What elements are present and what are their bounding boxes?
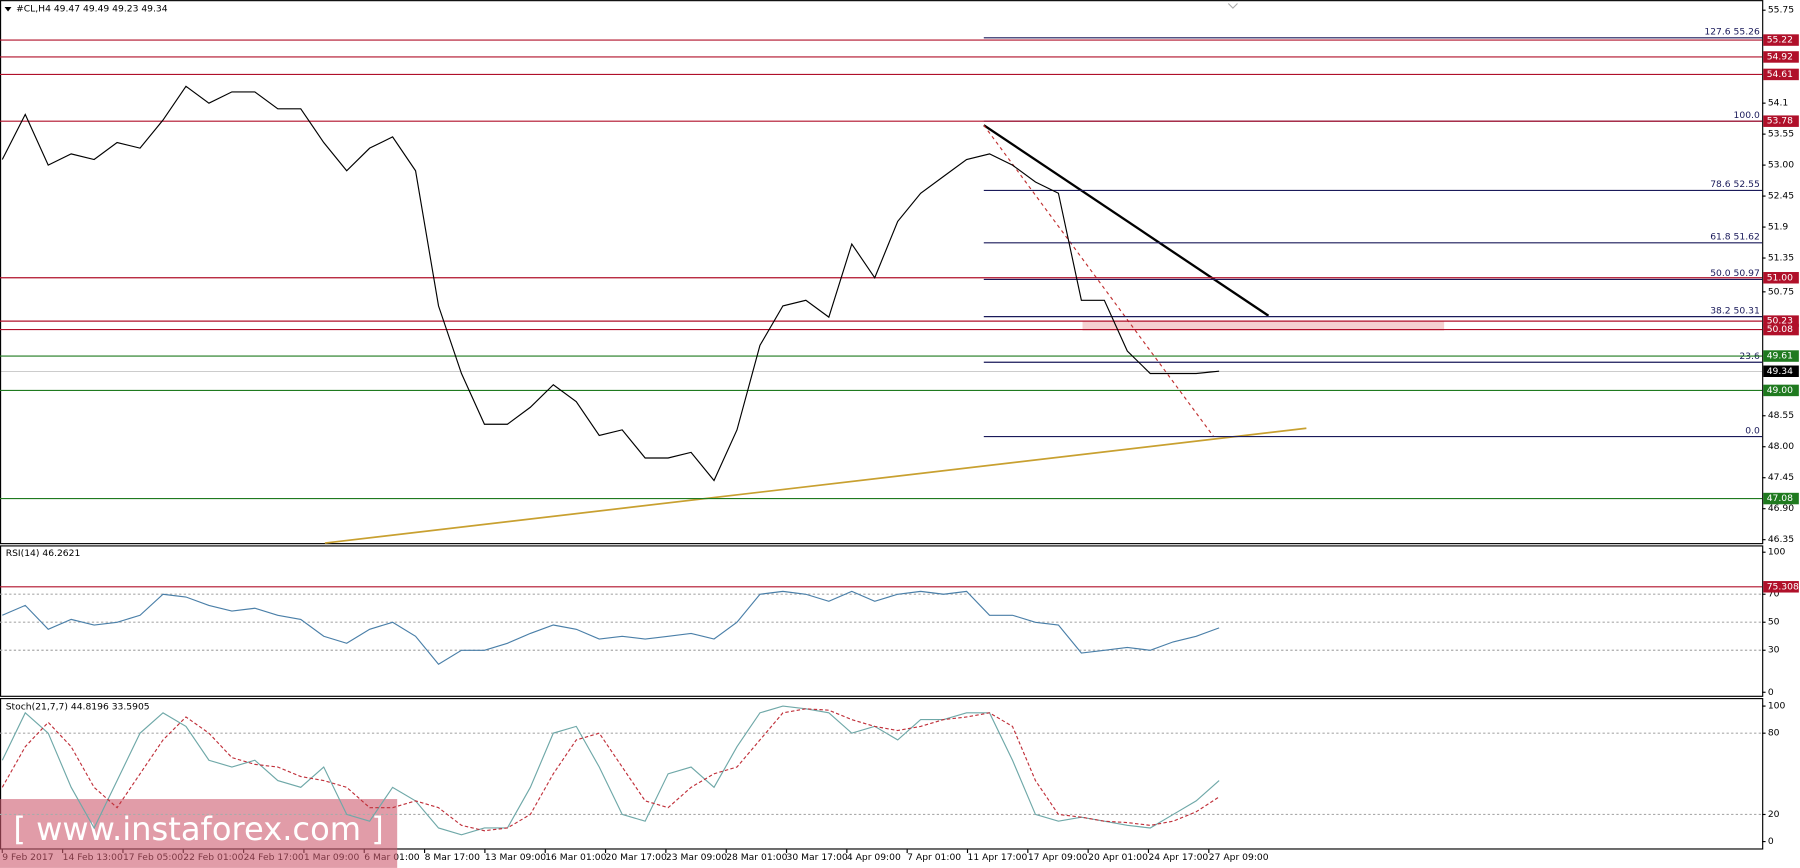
level-label: 47.08 — [1767, 493, 1793, 504]
support-trendline — [324, 427, 1307, 544]
level-label-bg — [1763, 365, 1799, 378]
level-label-bg — [1763, 68, 1799, 81]
y-tick-label: 54.1 — [1768, 98, 1788, 109]
watermark: [ www.instaforex.com ] — [13, 810, 383, 848]
level-label: 55.22 — [1767, 35, 1793, 46]
x-tick-label: 30 Mar 17:00 — [787, 852, 848, 863]
x-tick-label: 28 Mar 01:00 — [726, 852, 787, 863]
level-label-bg — [1763, 315, 1799, 327]
level-label-bg — [1763, 384, 1799, 397]
y-tick-label: 55.75 — [1768, 5, 1794, 16]
stoch-line — [1, 708, 1220, 832]
level-label-bg — [1763, 115, 1799, 127]
fib-label: 78.6 52.55 — [1710, 179, 1760, 190]
x-tick-label: 4 Apr 09:00 — [847, 852, 901, 863]
price-line — [2, 590, 1220, 666]
level-label: 51.00 — [1767, 272, 1793, 283]
stoch-line — [1, 705, 1220, 836]
x-tick-label: 20 Apr 01:00 — [1088, 852, 1148, 863]
y-tick-label: 100 — [1768, 701, 1786, 712]
fib-label: 61.8 51.62 — [1710, 232, 1760, 243]
level-label-bg — [1763, 323, 1799, 336]
y-tick-label: 20 — [1768, 809, 1780, 820]
rsi-panel — [0, 545, 1764, 697]
fib-label: 50.0 50.97 — [1710, 268, 1760, 279]
level-label: 54.92 — [1767, 51, 1793, 62]
stoch-panel — [0, 698, 1764, 850]
scroll-marker — [1227, 3, 1238, 9]
x-tick-label: 11 Apr 17:00 — [968, 852, 1028, 863]
y-tick-label: 51.9 — [1768, 222, 1789, 233]
level-label-bg — [1763, 350, 1799, 362]
level-label: 49.34 — [1767, 366, 1793, 377]
x-tick-label: 27 Apr 09:00 — [1209, 852, 1269, 863]
level-label: 54.61 — [1767, 69, 1793, 80]
level-label: 50.08 — [1767, 324, 1793, 335]
rsi-title: RSI(14) 46.2621 — [6, 548, 81, 559]
trendline — [983, 124, 1270, 317]
layer: 55.75 54.1 53.55 53.00 52.45 51.9 51.35 50.75 48… — [0, 5, 1800, 868]
y-tick-label: 100 — [1768, 547, 1786, 558]
y-tick-label: 51.35 — [1768, 253, 1794, 264]
fib-label: 38.2 50.31 — [1710, 305, 1760, 316]
fib-label: 100.0 — [1734, 110, 1760, 121]
fib-label: 127.6 55.26 — [1704, 27, 1760, 38]
x-tick-label: 17 Apr 09:00 — [1028, 852, 1088, 863]
level-label-bg — [1763, 581, 1799, 593]
y-tick-label: 0 — [1768, 836, 1774, 847]
x-tick-label: 7 Apr 01:00 — [907, 852, 961, 863]
y-tick-label: 30 — [1768, 645, 1780, 656]
y-tick-label: 46.35 — [1768, 534, 1794, 545]
y-tick-label: 46.90 — [1768, 503, 1794, 514]
y-tick-label: 80 — [1768, 728, 1780, 739]
level-label-bg — [1763, 34, 1799, 46]
y-tick-label: 0 — [1768, 687, 1774, 698]
y-tick-label: 53.55 — [1768, 129, 1794, 140]
y-tick-label: 48.55 — [1768, 410, 1794, 421]
x-tick-label: 16 Mar 01:00 — [545, 852, 606, 863]
level-label: 75.3086 — [1767, 581, 1800, 592]
y-tick-label: 50 — [1768, 617, 1780, 628]
y-tick-label: 48.00 — [1768, 441, 1794, 452]
watermark-bg — [0, 799, 398, 868]
y-tick-label: 50.75 — [1768, 286, 1794, 297]
x-tick-label: 24 Apr 17:00 — [1148, 852, 1208, 863]
chart-title: #CL,H4 49.47 49.49 49.23 49.34 — [16, 4, 168, 15]
menu-arrow — [4, 6, 12, 12]
y-tick-label: 70 — [1768, 589, 1780, 600]
stoch-title: Stoch(21,7,7) 44.8196 33.5905 — [6, 702, 150, 713]
level-label: 49.61 — [1767, 351, 1793, 362]
y-tick-label: 47.45 — [1768, 472, 1794, 483]
level-label: 50.23 — [1767, 316, 1793, 327]
level-label: 53.78 — [1767, 116, 1793, 127]
level-label-bg — [1763, 492, 1799, 505]
x-tick-label: 8 Mar 17:00 — [425, 852, 481, 863]
x-tick-label: 20 Mar 17:00 — [606, 852, 667, 863]
level-label-bg — [1763, 51, 1799, 63]
price-line — [1, 85, 1220, 482]
fib-baseline — [983, 124, 1214, 437]
x-tick-label: 13 Mar 09:00 — [485, 852, 546, 863]
level-label-bg — [1763, 272, 1799, 284]
fib-label: 0.0 — [1745, 425, 1760, 436]
main-panel — [0, 0, 1764, 545]
y-tick-label: 52.45 — [1768, 191, 1794, 202]
zone — [1082, 321, 1445, 331]
y-tick-label: 53.00 — [1768, 160, 1794, 171]
x-tick-label: 23 Mar 09:00 — [666, 852, 727, 863]
level-label: 49.00 — [1767, 385, 1793, 396]
